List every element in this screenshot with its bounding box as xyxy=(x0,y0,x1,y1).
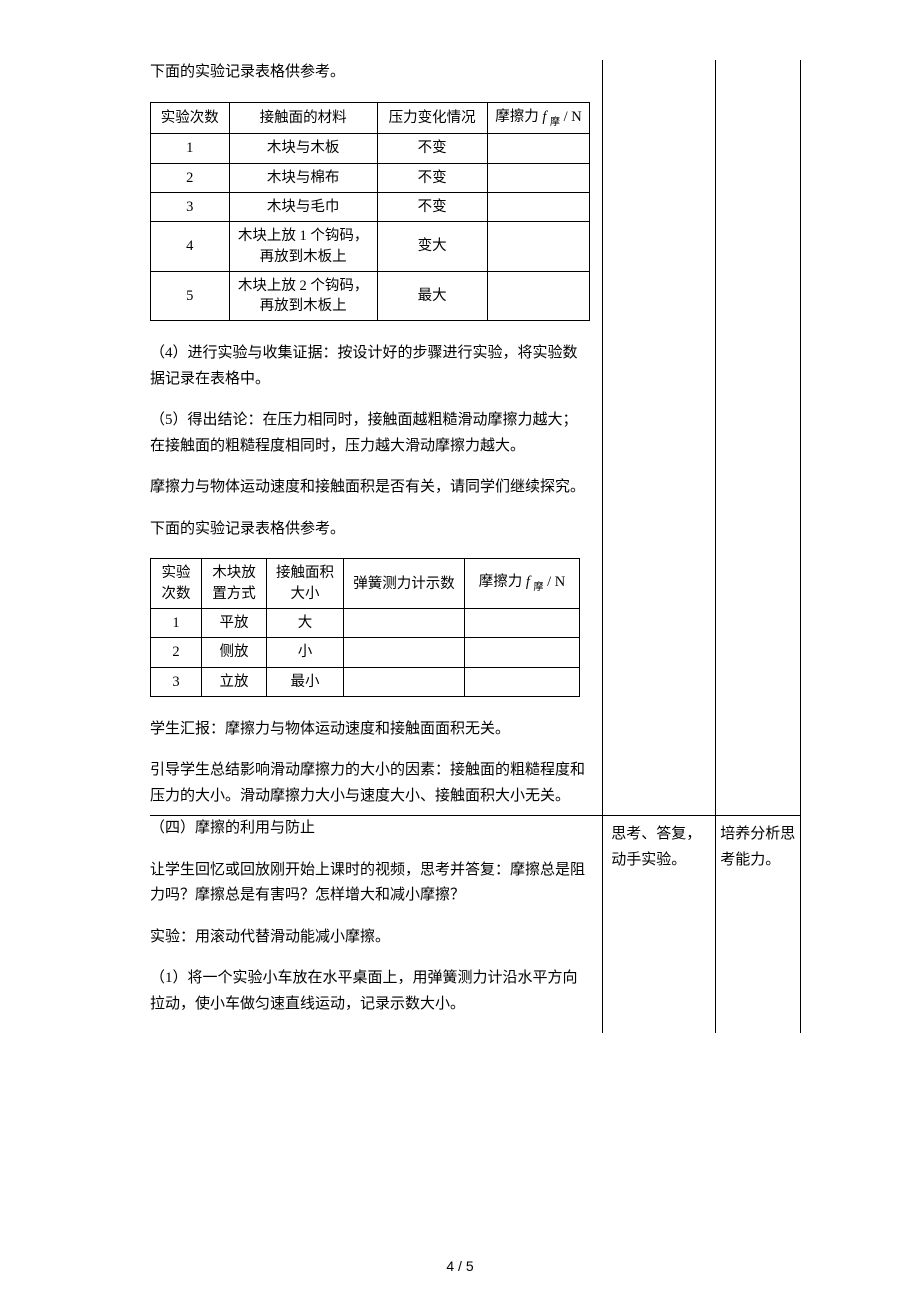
t1-r4c4 xyxy=(487,222,590,272)
para-4: （4）进行实验与收集证据：按设计好的步骤进行实验，将实验数据记录在表格中。 xyxy=(150,341,590,392)
t2-h4: 弹簧测力计示数 xyxy=(344,559,465,609)
t1-h1: 实验次数 xyxy=(151,102,230,134)
para-9: 引导学生总结影响滑动摩擦力的大小的因素：接触面的粗糙程度和压力的大小。滑动摩擦力… xyxy=(150,758,590,809)
t1-r5c1: 5 xyxy=(151,271,230,321)
t1-r5c4 xyxy=(487,271,590,321)
t2-r2c5 xyxy=(465,638,580,667)
page-number: 4 / 5 xyxy=(0,1258,920,1274)
t1-r2c4 xyxy=(487,163,590,192)
experiment-table-2: 实验次数 木块放置方式 接触面积大小 弹簧测力计示数 摩擦力 f 摩 / N 1… xyxy=(150,558,580,696)
t1-r1c4 xyxy=(487,134,590,163)
mid-col-empty xyxy=(603,60,716,816)
t2-r1c1: 1 xyxy=(151,609,202,638)
para-6: 摩擦力与物体运动速度和接触面积是否有关，请同学们继续探究。 xyxy=(150,475,590,501)
t2-r1c4 xyxy=(344,609,465,638)
t1-h2: 接触面的材料 xyxy=(229,102,377,134)
experiment-table-1: 实验次数 接触面的材料 压力变化情况 摩擦力 f 摩 / N 1 木块与木板 不… xyxy=(150,102,590,322)
section2-mid: 思考、答复，动手实验。 xyxy=(603,816,716,1034)
t2-r1c5 xyxy=(465,609,580,638)
t1-r3c1: 3 xyxy=(151,192,230,221)
t1-r1c2: 木块与木板 xyxy=(229,134,377,163)
t1-r3c4 xyxy=(487,192,590,221)
t2-r2c2: 侧放 xyxy=(202,638,267,667)
t2-r2c1: 2 xyxy=(151,638,202,667)
t2-r3c5 xyxy=(465,667,580,696)
para-5: （5）得出结论：在压力相同时，接触面越粗糙滑动摩擦力越大；在接触面的粗糙程度相同… xyxy=(150,408,590,459)
t2-h5: 摩擦力 f 摩 / N xyxy=(465,559,580,609)
section2-title: （四）摩擦的利用与防止 xyxy=(150,816,590,842)
t1-r4c2: 木块上放 1 个钩码，再放到木板上 xyxy=(229,222,377,272)
t2-r1c3: 大 xyxy=(267,609,344,638)
t1-r4c1: 4 xyxy=(151,222,230,272)
t2-h1: 实验次数 xyxy=(151,559,202,609)
t1-r2c3: 不变 xyxy=(377,163,487,192)
t2-r3c1: 3 xyxy=(151,667,202,696)
section2-right: 培养分析思考能力。 xyxy=(716,816,800,1034)
section2-p2: 实验：用滚动代替滑动能减小摩擦。 xyxy=(150,925,590,951)
t2-h2: 木块放置方式 xyxy=(202,559,267,609)
intro-text: 下面的实验记录表格供参考。 xyxy=(150,60,590,86)
t1-r1c1: 1 xyxy=(151,134,230,163)
t1-h3: 压力变化情况 xyxy=(377,102,487,134)
t2-h3: 接触面积大小 xyxy=(267,559,344,609)
right-col-empty xyxy=(716,60,800,816)
t1-r3c2: 木块与毛巾 xyxy=(229,192,377,221)
t1-r5c3: 最大 xyxy=(377,271,487,321)
t2-r2c3: 小 xyxy=(267,638,344,667)
section2-p3: （1）将一个实验小车放在水平桌面上，用弹簧测力计沿水平方向拉动，使小车做匀速直线… xyxy=(150,966,590,1017)
t1-r5c2: 木块上放 2 个钩码，再放到木板上 xyxy=(229,271,377,321)
section2-p1: 让学生回忆或回放刚开始上课时的视频，思考并答复：摩擦总是阻力吗？摩擦总是有害吗？… xyxy=(150,858,590,909)
t1-r4c3: 变大 xyxy=(377,222,487,272)
t2-r3c4 xyxy=(344,667,465,696)
t1-r2c2: 木块与棉布 xyxy=(229,163,377,192)
t1-h4: 摩擦力 f 摩 / N xyxy=(487,102,590,134)
t1-r3c3: 不变 xyxy=(377,192,487,221)
t1-r1c3: 不变 xyxy=(377,134,487,163)
t1-r2c1: 2 xyxy=(151,163,230,192)
t2-r2c4 xyxy=(344,638,465,667)
t2-r1c2: 平放 xyxy=(202,609,267,638)
para-7: 下面的实验记录表格供参考。 xyxy=(150,517,590,543)
para-8: 学生汇报：摩擦力与物体运动速度和接触面面积无关。 xyxy=(150,717,590,743)
t2-r3c3: 最小 xyxy=(267,667,344,696)
t2-r3c2: 立放 xyxy=(202,667,267,696)
